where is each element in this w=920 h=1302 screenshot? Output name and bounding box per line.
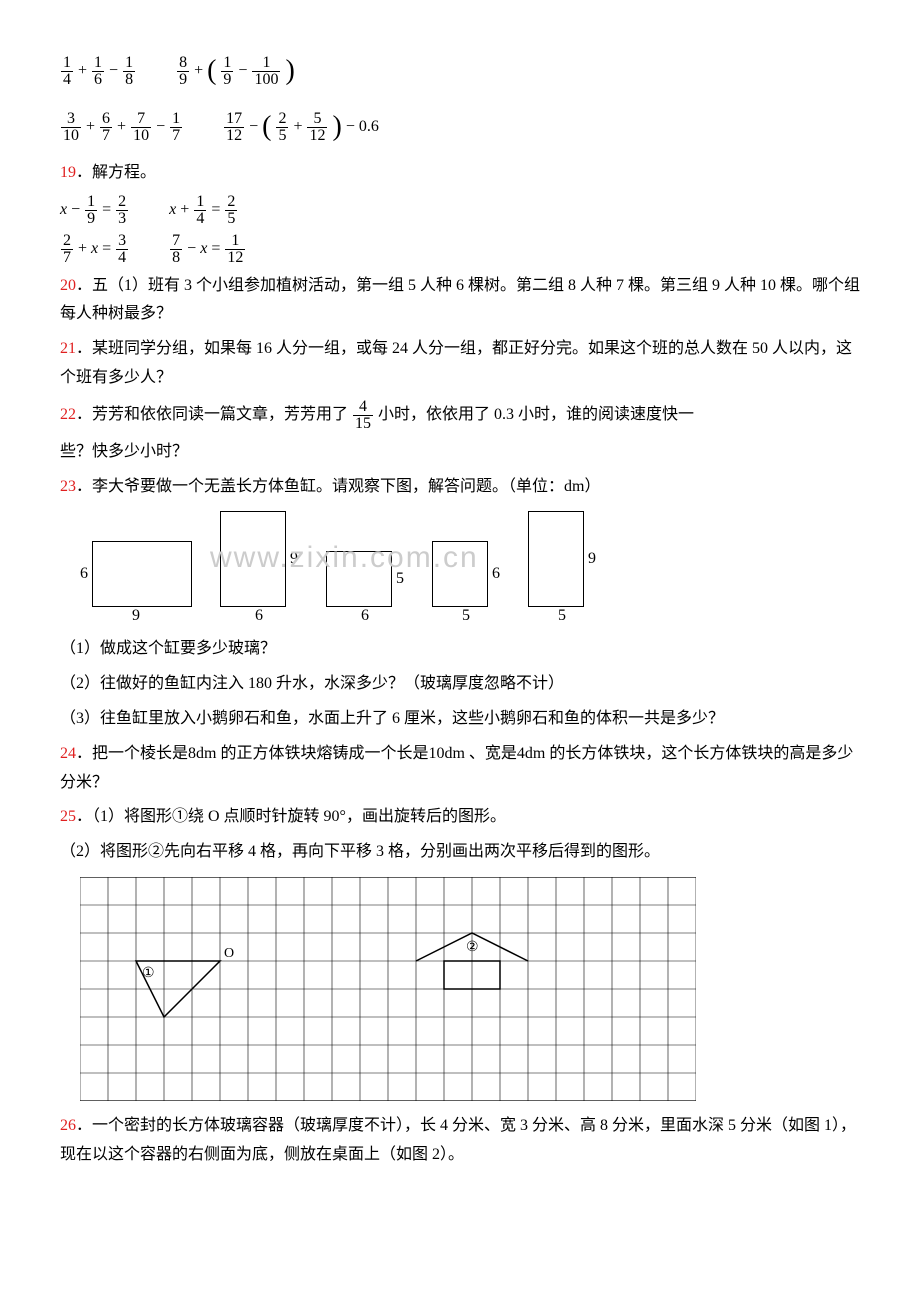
- q24: 24．把一个棱长是8dm 的正方体铁块熔铸成一个长是10dm 、宽是4dm 的长…: [60, 740, 860, 798]
- q25-l1: 25．（1）将图形①绕 O 点顺时针旋转 90°，画出旋转后的图形。: [60, 803, 860, 832]
- q22: 22．芳芳和依依同读一篇文章，芳芳用了 415 小时，依依用了 0.3 小时，谁…: [60, 399, 860, 432]
- q22b: 些？快多少小时？: [60, 438, 860, 467]
- q23-s2: （2）往做好的鱼缸内注入 180 升水，水深多少？（玻璃厚度忽略不计）: [60, 670, 860, 699]
- q19-num: 19: [60, 164, 76, 181]
- eq-line-1: 14 + 16 − 18 89 + ( 19 − 1100 ): [60, 46, 860, 96]
- q21: 21．某班同学分组，如果每 16 人分一组，或每 24 人分一组，都正好分完。如…: [60, 335, 860, 393]
- svg-text:②: ②: [466, 940, 479, 955]
- q23-s1: （1）做成这个缸要多少玻璃？: [60, 635, 860, 664]
- q19-title: 19．解方程。: [60, 159, 860, 188]
- q19-eqs-1: x − 19 = 23 x + 14 = 25: [60, 194, 860, 227]
- q20: 20．五（1）班有 3 个小组参加植树活动，第一组 5 人种 6 棵树。第二组 …: [60, 272, 860, 330]
- q23-s3: （3）往鱼缸里放入小鹅卵石和鱼，水面上升了 6 厘米，这些小鹅卵石和鱼的体积一共…: [60, 705, 860, 734]
- q23-figures: 6996566595: [80, 511, 860, 625]
- q25-l2: （2）将图形②先向右平移 4 格，再向下平移 3 格，分别画出两次平移后得到的图…: [60, 838, 860, 867]
- q26: 26．一个密封的长方体玻璃容器（玻璃厚度不计），长 4 分米、宽 3 分米、高 …: [60, 1112, 860, 1170]
- q25-grid: O ① ②: [80, 877, 860, 1106]
- q19-eqs-2: 27 + x = 34 78 − x = 112: [60, 233, 860, 266]
- svg-text:O: O: [224, 946, 234, 961]
- svg-text:①: ①: [142, 966, 155, 981]
- q23-title: 23．李大爷要做一个无盖长方体鱼缸。请观察下图，解答问题。（单位：dm）: [60, 473, 860, 502]
- eq-line-2: 310 + 67 + 710 − 17 1712 − ( 25 + 512 ) …: [60, 102, 860, 152]
